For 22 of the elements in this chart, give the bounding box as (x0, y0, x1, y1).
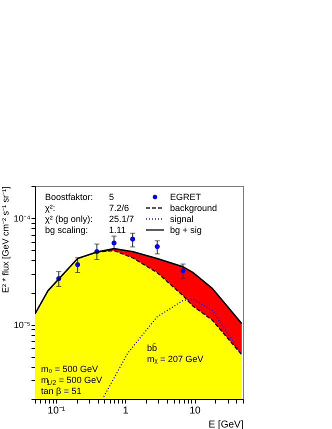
annotation: m₀ = 500 GeV (41, 364, 98, 374)
annotation: χ² (bg only): (45, 214, 93, 224)
y-tick-label: 10⁻⁵ (14, 320, 31, 330)
annotation: χ²: (45, 203, 56, 213)
legend-label: EGRET (170, 192, 202, 202)
x-tick-label: 10⁻¹ (48, 406, 66, 416)
legend-label: signal (170, 214, 194, 224)
annotation: bg scaling: (45, 225, 88, 235)
y-axis-title: E² * flux [GeV cm⁻² s⁻¹ sr⁻¹] (0, 186, 10, 294)
x-tick-label: 10 (189, 406, 202, 416)
x-tick-label: 1 (122, 406, 129, 416)
annotation: 1.11 (109, 225, 126, 235)
legend-label: bg + sig (170, 225, 202, 235)
annotation: mᵪ = 207 GeV (147, 354, 204, 364)
annotation: 25.1/7 (109, 214, 134, 224)
annotation: 5 (109, 192, 114, 202)
legend-label: background (170, 203, 218, 213)
annotation: 7.2/6 (109, 203, 130, 213)
annotation: bb̄ (147, 343, 158, 353)
annotation: Boostfaktor: (45, 192, 94, 202)
annotation: tan β = 51 (41, 386, 82, 396)
y-tick-label: 10⁻⁴ (14, 214, 31, 224)
